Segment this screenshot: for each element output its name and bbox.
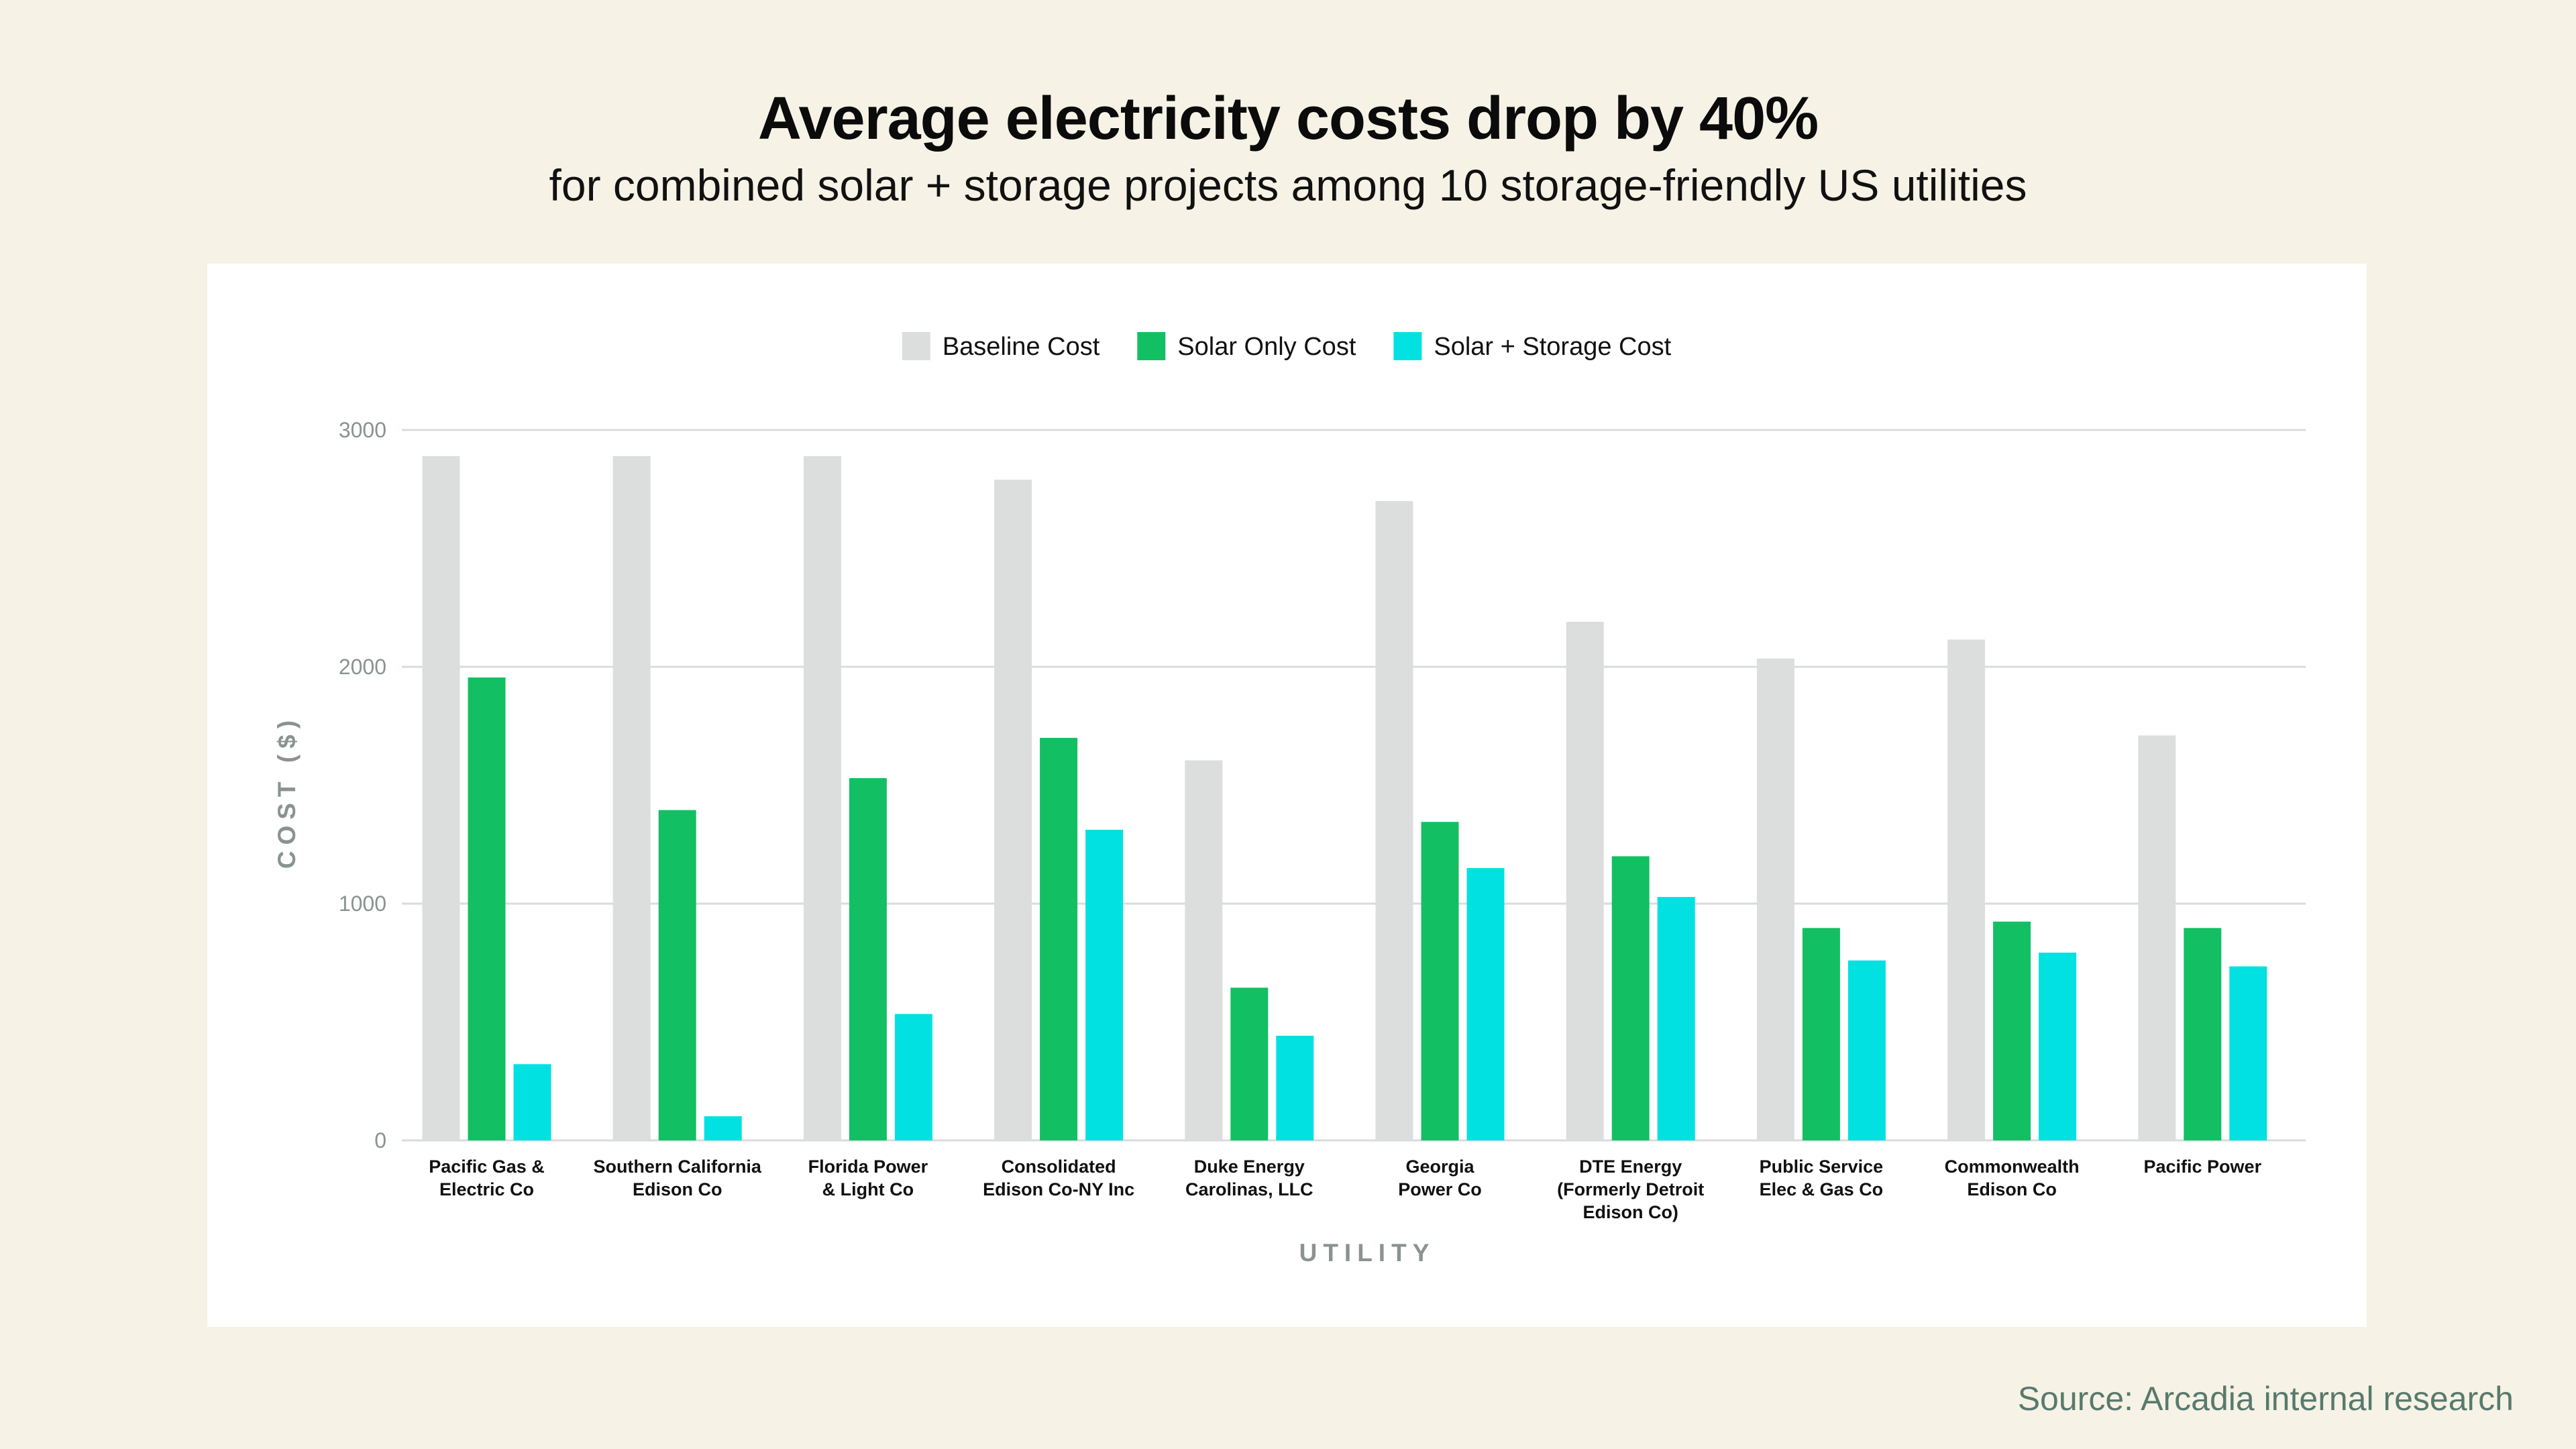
bar-solar-storage-cost xyxy=(1657,897,1695,1140)
bar-solar-only-cost xyxy=(849,777,887,1140)
bar-baseline-cost xyxy=(422,455,460,1140)
y-tick-label: 2000 xyxy=(339,655,386,679)
bar-solar-only-cost xyxy=(1421,822,1459,1140)
bar-solar-storage-cost xyxy=(2229,966,2267,1140)
legend-item: Solar Only Cost xyxy=(1137,332,1356,361)
bar-baseline-cost xyxy=(1566,621,1604,1140)
chart-subtitle: for combined solar + storage projects am… xyxy=(549,160,2027,210)
y-tick-label: 0 xyxy=(374,1128,386,1152)
y-axis-ticks: 0 1000 2000 3000 xyxy=(339,418,386,1152)
x-axis-title: UTILITY xyxy=(1299,1239,1436,1267)
bar-solar-storage-cost xyxy=(513,1064,551,1140)
bar-solar-storage-cost xyxy=(2039,953,2077,1140)
chart-card xyxy=(207,264,2367,1327)
legend-swatch xyxy=(1137,332,1166,360)
x-tick-label: Pacific Gas & Electric Co xyxy=(429,1157,545,1199)
bar-solar-storage-cost xyxy=(1847,960,1886,1140)
bar-baseline-cost xyxy=(2138,735,2176,1140)
x-tick-label: Consolidated Edison Co-NY Inc xyxy=(983,1157,1134,1199)
legend-label: Baseline Cost xyxy=(943,333,1100,361)
bar-solar-only-cost xyxy=(1993,921,2031,1140)
bar-baseline-cost xyxy=(612,455,651,1140)
y-axis-title: COST ($) xyxy=(273,714,301,869)
x-tick-label: Georgia Power Co xyxy=(1398,1157,1482,1199)
bar-baseline-cost xyxy=(1756,658,1794,1140)
legend-item: Baseline Cost xyxy=(902,332,1100,361)
chart-title: Average electricity costs drop by 40% xyxy=(757,85,1819,152)
bar-baseline-cost xyxy=(1947,639,1986,1140)
x-tick-label: Southern California Edison Co xyxy=(593,1157,761,1199)
x-tick-label: DTE Energy (Formerly Detroit Edison Co) xyxy=(1557,1157,1704,1222)
x-tick-label: Public Service Elec & Gas Co xyxy=(1760,1157,1884,1199)
legend-label: Solar Only Cost xyxy=(1177,333,1356,361)
bar-solar-storage-cost xyxy=(1085,829,1124,1140)
legend-label: Solar + Storage Cost xyxy=(1434,333,1671,361)
y-tick-label: 3000 xyxy=(339,418,386,442)
bar-solar-only-cost xyxy=(658,810,696,1140)
y-tick-label: 1000 xyxy=(339,892,386,916)
bar-solar-storage-cost xyxy=(1466,868,1505,1140)
x-tick-label: Commonwealth Edison Co xyxy=(1945,1157,2080,1199)
x-axis-labels: Pacific Gas & Electric Co Southern Califor… xyxy=(429,1157,2261,1222)
bar-solar-only-cost xyxy=(1040,737,1078,1140)
bar-solar-storage-cost xyxy=(1276,1035,1314,1140)
x-tick-label: Florida Power & Light Co xyxy=(808,1157,928,1199)
bars xyxy=(422,455,2267,1140)
bar-solar-storage-cost xyxy=(894,1014,932,1140)
source-note: Source: Arcadia internal research xyxy=(2017,1380,2514,1417)
bar-solar-only-cost xyxy=(2184,928,2222,1140)
bar-solar-only-cost xyxy=(1230,987,1269,1140)
bar-baseline-cost xyxy=(994,480,1032,1140)
x-tick-label: Pacific Power xyxy=(2144,1157,2262,1177)
legend-swatch xyxy=(902,332,930,360)
legend-swatch xyxy=(1393,332,1422,360)
bar-solar-only-cost xyxy=(1611,856,1650,1140)
bar-baseline-cost xyxy=(803,455,841,1140)
bar-baseline-cost xyxy=(1375,500,1413,1140)
legend-item: Solar + Storage Cost xyxy=(1393,332,1672,361)
bar-solar-only-cost xyxy=(1802,928,1840,1140)
bar-solar-storage-cost xyxy=(704,1116,742,1140)
legend: Baseline Cost Solar Only Cost Solar + Stor… xyxy=(902,332,1672,361)
bar-baseline-cost xyxy=(1185,760,1223,1140)
bar-solar-only-cost xyxy=(468,677,506,1140)
x-tick-label: Duke Energy Carolinas, LLC xyxy=(1185,1157,1313,1199)
